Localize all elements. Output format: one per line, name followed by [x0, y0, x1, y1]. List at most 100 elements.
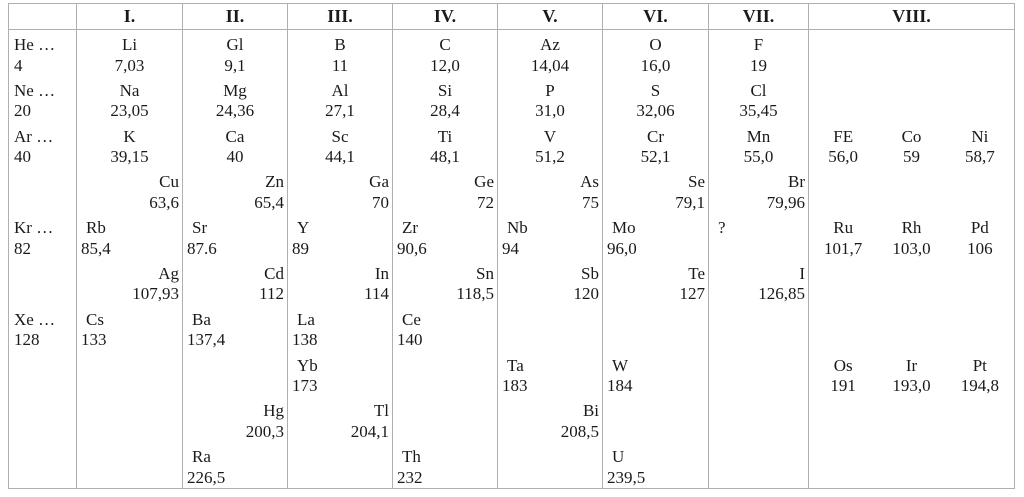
row-slot: Kr … 82: [9, 213, 76, 259]
atomic-weight: 48,1: [430, 147, 460, 167]
atomic-weight: 55,0: [743, 147, 774, 167]
column-body: He … 4 Ne … 20 Ar … 40 Kr … 82 Xe … 128: [9, 30, 76, 488]
element-symbol: U: [612, 447, 625, 467]
element-symbol: Ti: [437, 126, 453, 146]
element-symbol: Bi: [582, 401, 599, 421]
element-symbol: Tl: [373, 401, 389, 421]
element-symbol: Se: [688, 172, 705, 192]
atomic-weight: 126,85: [758, 284, 805, 304]
element-entry: Pt 194,8: [946, 356, 1014, 397]
element-symbol: Ir: [905, 355, 918, 375]
row-slot: [809, 259, 1014, 305]
atomic-weight: 44,1: [325, 147, 355, 167]
row-slot: K 39,15: [77, 122, 182, 168]
element-symbol: In: [374, 263, 389, 283]
row-slot: Na 23,05: [77, 76, 182, 122]
row-slot: [603, 396, 708, 442]
atomic-weight: 14,04: [530, 55, 570, 75]
element-symbol: Xe …: [14, 309, 56, 329]
atomic-weight: 103,0: [892, 238, 931, 258]
element-symbol: Rh: [901, 218, 922, 238]
element-symbol: Li: [121, 35, 138, 54]
element-entry: I 126,85: [709, 259, 808, 305]
element-symbol: Ce: [402, 309, 421, 329]
row-slot: Ba 137,4: [183, 305, 287, 351]
element-symbol: Kr …: [14, 218, 54, 238]
atomic-weight: 28,4: [430, 101, 460, 121]
element-entry: Ca 40: [183, 122, 287, 168]
element-entry: In 114: [288, 259, 392, 305]
row-slot: [9, 259, 76, 305]
column-header-group-v: V.: [498, 4, 602, 30]
element-symbol: Zn: [265, 172, 284, 192]
row-slot: [709, 351, 808, 397]
element-symbol: Ta: [507, 355, 524, 375]
row-slot: Ta 183: [498, 351, 602, 397]
element-entry: Ce 140: [393, 305, 497, 351]
column-body: F 19 Cl 35,45 Mn 55,0 Br 79,96? I 126,85: [709, 30, 808, 488]
row-slot: [809, 30, 1014, 76]
row-slot: Ag 107,93: [77, 259, 182, 305]
element-entry: Al 27,1: [288, 76, 392, 122]
element-symbol: Ca: [225, 126, 245, 146]
column-header-group-i: I.: [77, 4, 182, 30]
element-entry: Te 127: [603, 259, 708, 305]
element-entry-group: Os 191 Ir 193,0 Pt 194,8: [809, 351, 1014, 397]
row-slot: Bi 208,5: [498, 396, 602, 442]
atomic-weight: 75: [582, 192, 599, 212]
element-entry: B 11: [288, 30, 392, 76]
row-slot: [809, 305, 1014, 351]
element-symbol: Al: [331, 80, 349, 100]
element-symbol: Na: [119, 80, 140, 100]
element-symbol: Th: [402, 447, 421, 467]
row-slot: FE 56,0 Co 59 Ni 58,7: [809, 122, 1014, 168]
row-slot: [709, 396, 808, 442]
element-symbol: La: [297, 309, 315, 329]
atomic-weight: 59: [902, 147, 920, 167]
element-symbol: Sr: [192, 218, 208, 238]
row-slot: Ga 70: [288, 167, 392, 213]
element-symbol: V: [543, 126, 557, 146]
row-slot: [183, 351, 287, 397]
element-symbol: Sc: [331, 126, 349, 146]
element-symbol: Cl: [750, 80, 767, 100]
row-slot: I 126,85: [709, 259, 808, 305]
row-slot: Gl 9,1: [183, 30, 287, 76]
periodic-table-grid: He … 4 Ne … 20 Ar … 40 Kr … 82 Xe … 128 I. Li 7,03 Na…: [9, 4, 1014, 488]
element-symbol: Sn: [476, 263, 494, 283]
element-entry: Ga 70: [288, 167, 392, 213]
element-symbol: Mg: [223, 80, 247, 100]
element-symbol: C: [439, 35, 451, 54]
atomic-weight: 137,4: [187, 330, 226, 350]
atomic-weight: 114: [364, 284, 389, 304]
element-entry: Az 14,04: [498, 30, 602, 76]
atomic-weight: 118,5: [456, 284, 494, 304]
atomic-weight: 24,36: [215, 101, 255, 121]
atomic-weight: 35,45: [739, 101, 778, 121]
atomic-weight: 16,0: [640, 55, 671, 75]
column-series: He … 4 Ne … 20 Ar … 40 Kr … 82 Xe … 128: [9, 4, 77, 488]
element-entry: La 138: [288, 305, 392, 351]
atomic-weight: 63,6: [149, 192, 179, 212]
row-slot: Ge 72: [393, 167, 497, 213]
row-slot: Tl 204,1: [288, 396, 392, 442]
atomic-weight: 27,1: [325, 101, 355, 121]
row-slot: Xe … 128: [9, 305, 76, 351]
element-entry: Os 191: [809, 356, 877, 397]
row-slot: Se 79,1: [603, 167, 708, 213]
atomic-weight: 239,5: [607, 467, 646, 487]
atomic-weight: 19: [750, 55, 767, 75]
row-slot: [77, 351, 182, 397]
element-entry: Cl 35,45: [709, 76, 808, 122]
row-slot: Sc 44,1: [288, 122, 392, 168]
element-entry: Mn 55,0: [709, 122, 808, 168]
element-symbol: Sb: [581, 263, 599, 283]
column-group-v: V. Az 14,04 P 31,0 V 51,2 As 75 Nb 94 Sb 120 Ta 183 Bi 2…: [498, 4, 603, 488]
element-symbol: Ru: [833, 218, 854, 238]
element-symbol: Ni: [971, 126, 989, 146]
row-slot: P 31,0: [498, 76, 602, 122]
atomic-weight: 204,1: [350, 421, 389, 441]
element-symbol: Az: [540, 35, 560, 54]
element-entry: Se 79,1: [603, 167, 708, 213]
row-slot: [9, 396, 76, 442]
